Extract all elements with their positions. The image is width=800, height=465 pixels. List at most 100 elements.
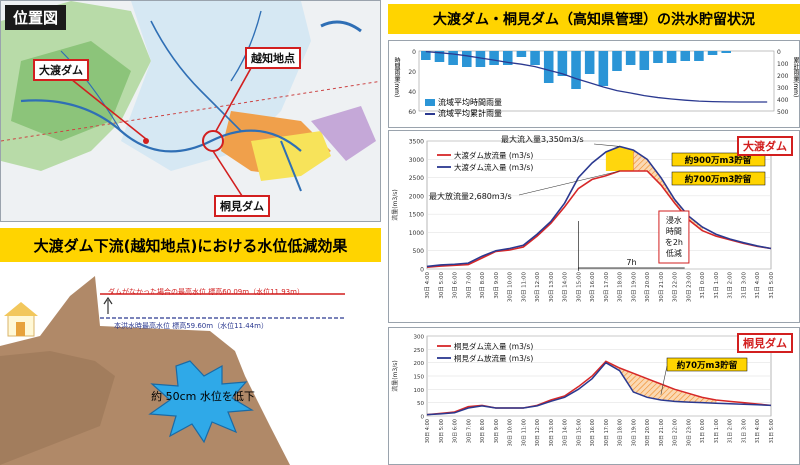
rain-left-tick: 0 xyxy=(412,49,416,56)
x-tick-label: 31日 0:00 xyxy=(699,272,706,299)
rain-right-tick: 500 xyxy=(777,109,789,116)
y-tick-label: 50 xyxy=(417,401,424,407)
kirimi-dam-label: 桐見ダム xyxy=(214,195,270,217)
rain-bar xyxy=(653,51,663,63)
x-tick-label: 31日 1:00 xyxy=(713,272,720,299)
rain-legend-bar-swatch xyxy=(425,99,435,106)
y-tick-label: 500 xyxy=(413,248,425,255)
callout-70-box xyxy=(666,357,748,372)
rain-legend-bar-item: 流域平均時間雨量 xyxy=(425,97,502,108)
rain-left-tick: 60 xyxy=(408,109,416,116)
inundation-text: 低減 xyxy=(666,248,682,258)
x-tick-label: 30日 4:00 xyxy=(424,272,431,299)
x-tick-label: 30日 12:00 xyxy=(535,419,541,446)
rain-bar xyxy=(557,51,568,76)
x-tick-label: 30日 9:00 xyxy=(493,272,500,299)
owatari-dam-label: 大渡ダム xyxy=(33,59,89,81)
map-title: 位置図 xyxy=(5,5,67,30)
x-tick-label: 30日 13:00 xyxy=(548,272,555,303)
rain-left-tick: 20 xyxy=(408,69,416,76)
x-tick-label: 30日 14:00 xyxy=(563,419,569,446)
actual-water-level-label: 本洪水時最高水位 標高59.60m（水位11.44m） xyxy=(114,322,268,330)
x-tick-label: 31日 4:00 xyxy=(754,272,761,299)
y-tick-label: 1000 xyxy=(409,230,424,237)
y-tick-label: 2500 xyxy=(409,175,424,182)
rain-bar xyxy=(639,51,650,70)
y-tick-label: 3500 xyxy=(409,139,424,146)
rain-right-axis-label: 累計雨量(mm) xyxy=(792,57,799,98)
rain-bar xyxy=(680,51,691,61)
rain-bar xyxy=(571,51,581,89)
callout-700-box xyxy=(671,171,766,186)
x-tick-label: 30日 20:00 xyxy=(644,272,651,303)
x-tick-label: 30日 5:00 xyxy=(439,419,445,443)
x-tick-label: 30日 21:00 xyxy=(659,419,665,446)
location-map: 位置図 大渡ダム 越知地点 桐見ダム xyxy=(0,0,381,222)
y-tick-label: 250 xyxy=(414,348,425,354)
owatari-chart: 0 500 1000 1500 2000 2500 3000 3500 30日 4:00 30日 … xyxy=(391,134,775,303)
x-tick-label: 30日 23:00 xyxy=(685,272,692,303)
annotation-leader xyxy=(593,143,620,147)
annotation-max-outflow: 最大放流量2,680m3/s xyxy=(429,191,512,201)
kirimi-title: 桐見ダム xyxy=(737,333,793,353)
x-tick-label: 30日 6:00 xyxy=(453,419,459,443)
ochi-point-label: 越知地点 xyxy=(245,47,301,69)
kirimi-chart-panel: 0 50 100 150 200 250 300 30日 4:00 30日 5:00 30日 6:… xyxy=(388,327,800,465)
rain-bar xyxy=(694,51,704,61)
x-tick-label: 30日 10:00 xyxy=(508,419,514,446)
x-tick-label: 30日 18:00 xyxy=(618,419,624,446)
y-tick-label: 0 xyxy=(421,415,425,421)
x-tick-label: 30日 16:00 xyxy=(589,272,596,303)
legend-label: 桐見ダム流入量 (m3/s) xyxy=(454,341,533,351)
rain-right-tick: 100 xyxy=(777,61,789,68)
rain-cumulative-line xyxy=(425,50,768,103)
y-tick-label: 3000 xyxy=(409,157,424,164)
x-tick-label: 31日 0:00 xyxy=(700,419,706,443)
left-banner: 大渡ダム下流(越知地点)における水位低減効果 xyxy=(0,228,381,262)
y-axis-label: 流量(m3/s) xyxy=(391,360,399,392)
owatari-title: 大渡ダム xyxy=(737,136,793,156)
x-tick-label: 30日 17:00 xyxy=(603,272,610,303)
y-tick-label: 300 xyxy=(414,335,425,341)
x-tick-label: 30日 16:00 xyxy=(590,419,596,446)
rain-bar xyxy=(462,51,472,67)
x-tick-label: 30日 12:00 xyxy=(534,272,541,303)
rain-legend: 流域平均時間雨量 流域平均累計雨量 xyxy=(425,97,502,119)
inundation-text: 時間 xyxy=(666,227,682,236)
kirimi-chart: 0 50 100 150 200 250 300 30日 4:00 30日 5:00 30日 6:… xyxy=(391,335,775,447)
annotation-leader xyxy=(518,170,620,196)
rain-bar xyxy=(502,51,513,65)
x-tick-label: 30日 21:00 xyxy=(658,272,665,303)
rain-bar xyxy=(543,51,554,83)
rain-chart: 0 20 40 60 0 100 200 300 400 500 xyxy=(408,49,789,116)
rain-legend-line-swatch xyxy=(425,112,435,115)
rain-chart-panel: 0 20 40 60 0 100 200 300 400 500 時間雨量(mm) 累計雨量(mm… xyxy=(388,40,800,128)
x-tick-label: 30日 7:00 xyxy=(465,272,472,299)
rain-bar xyxy=(489,51,499,65)
rain-right-tick: 300 xyxy=(777,85,789,92)
rain-bar xyxy=(721,51,731,53)
rain-bar xyxy=(434,51,445,62)
x-tick-label: 30日 19:00 xyxy=(630,272,637,303)
x-tick-label: 30日 15:00 xyxy=(575,272,582,303)
rain-legend-line-item: 流域平均累計雨量 xyxy=(425,108,502,119)
annotation-leader xyxy=(660,365,668,395)
legend-label: 大渡ダム放流量 (m3/s) xyxy=(454,150,533,160)
map-graphic xyxy=(1,1,380,221)
x-tick-label: 30日 23:00 xyxy=(686,419,692,446)
rain-bar xyxy=(666,51,677,63)
rain-bar xyxy=(584,51,595,74)
callout-900-text: 約900万m3貯留 xyxy=(685,155,752,166)
rain-left-axis-label: 時間雨量(mm) xyxy=(393,57,400,98)
x-tick-label: 31日 3:00 xyxy=(740,272,747,299)
owatari-chart-panel: 0 500 1000 1500 2000 2500 3000 3500 30日 4:00 30日 … xyxy=(388,130,800,323)
legend-label: 大渡ダム流入量 (m3/s) xyxy=(454,162,533,172)
rain-bar xyxy=(448,51,458,65)
x-tick-label: 30日 17:00 xyxy=(604,419,610,446)
y-tick-label: 150 xyxy=(414,375,425,381)
x-tick-label: 30日 19:00 xyxy=(631,419,637,446)
x-tick-label: 31日 2:00 xyxy=(727,272,734,299)
cross-section-graphic xyxy=(0,276,345,465)
y-tick-label: 0 xyxy=(420,267,424,274)
x-tick-label: 30日 10:00 xyxy=(507,272,514,303)
